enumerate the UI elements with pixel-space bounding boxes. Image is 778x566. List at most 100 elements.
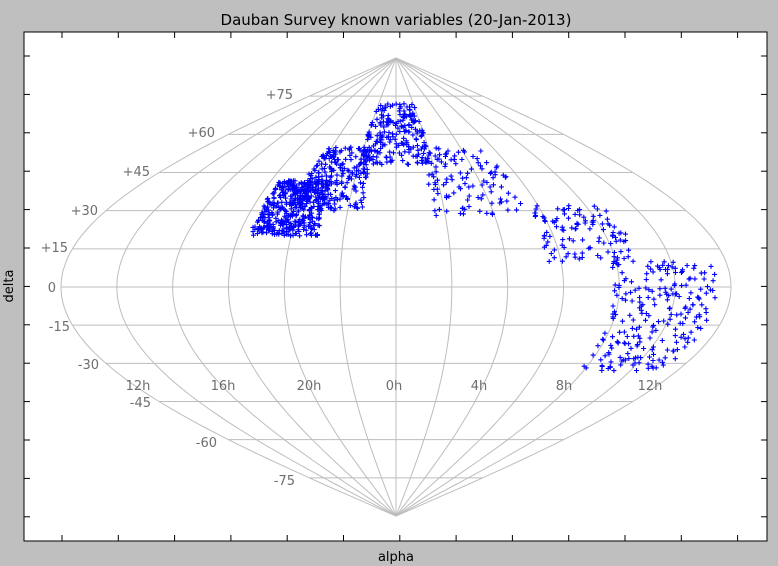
- data-point: [615, 262, 621, 268]
- data-point: [389, 157, 395, 163]
- data-point: [621, 256, 627, 261]
- data-point: [445, 148, 451, 154]
- data-point: [343, 156, 349, 162]
- data-point: [401, 108, 407, 114]
- data-point: [328, 205, 334, 210]
- data-point: [266, 200, 272, 206]
- data-point: [385, 120, 391, 126]
- data-point: [306, 187, 312, 193]
- data-point: [269, 210, 275, 216]
- data-point: [678, 270, 684, 275]
- data-point: [416, 151, 421, 157]
- data-point: [409, 124, 415, 130]
- data-point: [314, 162, 320, 168]
- data-point: [365, 147, 371, 153]
- data-point: [484, 210, 490, 216]
- data-point: [703, 310, 709, 315]
- data-point: [387, 154, 393, 160]
- data-point: [648, 266, 654, 272]
- data-point: [436, 206, 442, 212]
- data-point: [289, 182, 295, 188]
- data-point: [406, 129, 412, 135]
- data-point: [339, 180, 345, 186]
- data-point: [704, 317, 710, 323]
- data-point: [698, 325, 704, 331]
- data-point: [332, 180, 338, 186]
- data-point: [667, 316, 673, 322]
- data-point: [393, 101, 399, 107]
- data-point: [309, 176, 315, 182]
- data-point: [590, 352, 596, 358]
- y-axis-label: delta: [2, 270, 17, 303]
- data-point: [417, 128, 423, 134]
- data-point: [541, 244, 547, 250]
- data-point: [421, 150, 427, 156]
- data-point: [330, 148, 336, 154]
- data-point: [374, 133, 380, 139]
- data-point: [408, 114, 414, 119]
- data-point: [692, 319, 698, 325]
- data-point: [426, 172, 432, 178]
- data-point: [333, 151, 339, 157]
- data-point: [312, 168, 318, 173]
- data-point: [598, 357, 604, 363]
- data-point: [619, 296, 625, 302]
- data-point: [290, 191, 296, 197]
- data-point: [551, 255, 557, 261]
- data-point: [288, 196, 294, 202]
- data-point: [712, 295, 718, 301]
- data-point: [698, 286, 704, 292]
- data-point: [594, 206, 600, 212]
- data-point: [533, 206, 539, 212]
- data-point: [607, 222, 613, 228]
- data-point: [427, 150, 433, 156]
- data-point: [370, 161, 376, 167]
- data-point: [299, 184, 305, 190]
- ra-tick-label: 12h: [126, 379, 151, 394]
- data-point: [682, 336, 688, 342]
- data-point: [419, 155, 425, 161]
- data-point: [490, 211, 495, 217]
- data-point: [695, 325, 701, 331]
- data-point: [597, 212, 603, 218]
- data-point: [682, 305, 688, 311]
- data-point: [547, 233, 553, 239]
- data-point: [322, 156, 328, 162]
- data-point: [617, 354, 623, 360]
- data-point: [444, 176, 450, 182]
- data-point: [712, 271, 718, 277]
- data-point: [432, 208, 438, 214]
- data-point: [347, 175, 353, 181]
- data-point: [667, 305, 673, 311]
- data-point: [377, 120, 383, 126]
- data-point: [372, 148, 378, 154]
- data-point: [637, 299, 643, 305]
- data-point: [541, 233, 547, 239]
- data-point: [566, 236, 572, 242]
- data-point: [426, 181, 432, 187]
- data-point: [287, 187, 293, 193]
- data-point: [373, 123, 379, 129]
- data-point: [577, 212, 583, 218]
- data-point: [544, 229, 550, 235]
- data-point: [360, 184, 365, 190]
- data-point: [337, 162, 343, 168]
- ra-tick-label: 16h: [211, 379, 236, 394]
- data-point: [670, 291, 676, 297]
- data-point: [328, 191, 334, 197]
- data-point: [518, 201, 523, 206]
- data-point: [466, 193, 472, 199]
- data-point: [652, 302, 658, 308]
- data-point: [478, 196, 484, 202]
- data-point: [484, 180, 490, 185]
- data-point: [414, 143, 420, 149]
- data-point: [657, 286, 663, 292]
- data-point: [468, 166, 474, 172]
- data-point: [628, 289, 634, 295]
- data-point: [279, 199, 285, 205]
- data-point: [304, 181, 310, 187]
- data-point: [546, 258, 552, 264]
- data-point: [500, 172, 506, 178]
- data-point: [443, 180, 449, 185]
- data-point: [329, 166, 335, 172]
